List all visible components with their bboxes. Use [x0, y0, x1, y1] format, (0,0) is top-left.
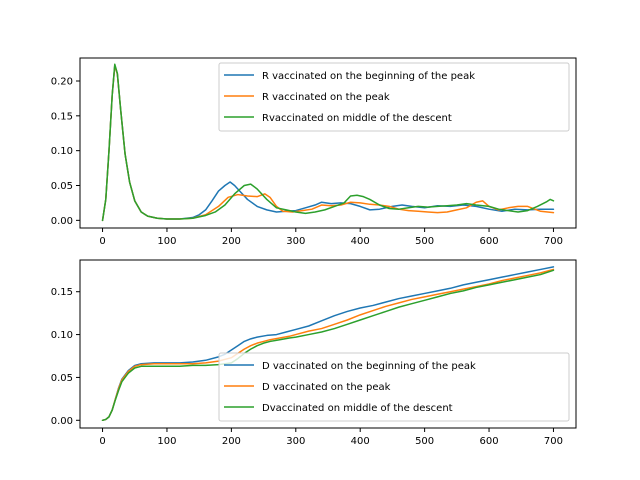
axes-frame [79, 57, 577, 229]
legend-label-3: Dvaccinated on middle of the descent [262, 403, 453, 414]
y-tick-label: 0.10 [51, 146, 73, 157]
x-tick-label: 400 [351, 236, 370, 247]
legend-label-1: D vaccinated on the beginning of the pea… [262, 361, 476, 372]
y-tick-label: 0.10 [51, 330, 73, 341]
y-tick-label: 0.00 [51, 216, 73, 227]
x-tick-label: 700 [544, 236, 563, 247]
series-line-2 [101, 268, 555, 422]
series-group [101, 266, 555, 422]
x-tick-label: 100 [157, 436, 176, 447]
y-tick-label: 0.00 [51, 416, 73, 427]
x-tick-label: 700 [544, 436, 563, 447]
series-group [101, 63, 555, 222]
legend-box [218, 352, 570, 422]
series-line-3 [101, 63, 555, 222]
y-tick-label: 0.15 [51, 287, 73, 298]
x-tick-label: 0 [99, 236, 105, 247]
x-tick-label: 500 [415, 436, 434, 447]
legend-box [218, 62, 570, 132]
x-tick-label: 300 [286, 236, 305, 247]
legend-label-2: R vaccinated on the peak [262, 92, 390, 103]
x-tick-label: 200 [222, 436, 241, 447]
legend: R vaccinated on the beginning of the pea… [218, 62, 570, 132]
x-tick-label: 100 [157, 236, 176, 247]
x-tick-label: 300 [286, 436, 305, 447]
x-tick-label: 400 [351, 436, 370, 447]
legend-label-2: D vaccinated on the peak [262, 382, 391, 393]
x-tick-label: 600 [479, 436, 498, 447]
bottom-chart: 0 100 200 300 400 500 600 700 0.00 0.05 0.10 0.15 D … [51, 259, 577, 447]
legend-label-3: Rvaccinated on middle of the descent [262, 113, 452, 124]
x-tick-label: 0 [99, 436, 105, 447]
top-chart: 0 100 200 300 400 500 600 700 0.00 0.05 0.10 0.15 0.… [51, 57, 577, 247]
x-tick-label: 600 [479, 236, 498, 247]
legend: D vaccinated on the beginning of the pea… [218, 352, 570, 422]
y-tick-label: 0.05 [51, 373, 73, 384]
y-tick-label: 0.15 [51, 111, 73, 122]
y-tick-label: 0.20 [51, 76, 73, 87]
x-tick-label: 500 [415, 236, 434, 247]
series-line-3 [101, 269, 555, 422]
legend-label-1: R vaccinated on the beginning of the pea… [262, 71, 475, 82]
y-tick-label: 0.05 [51, 181, 73, 192]
x-tick-label: 200 [222, 236, 241, 247]
axes-frame [79, 259, 577, 429]
